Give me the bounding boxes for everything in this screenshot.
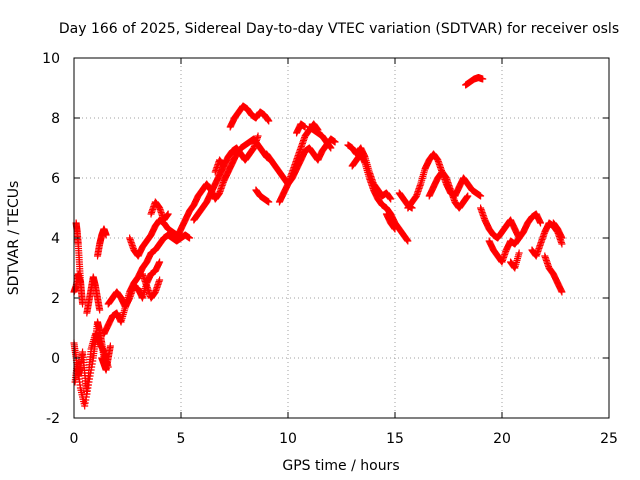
y-tick-label: -2 [46,411,60,427]
data-point [391,225,399,233]
y-axis-label: SDTVAR / TECUs [6,181,22,296]
data-point [558,234,566,242]
y-tick-label: 0 [51,351,60,367]
data-point [156,258,164,266]
data-point [464,192,472,200]
data-point [106,342,114,350]
x-tick-label: 10 [279,431,297,447]
data-point [387,195,395,203]
x-axis-label: GPS time / hours [282,458,399,474]
data-points [70,74,566,410]
data-point [479,75,487,83]
y-tick-label: 4 [51,231,60,247]
data-point [477,192,485,200]
data-point [515,249,523,257]
data-point [96,306,104,314]
data-point [327,144,335,152]
data-point [537,219,545,227]
data-point [220,162,228,170]
data-point [76,279,84,287]
x-tick-label: 5 [177,431,186,447]
x-tick-label: 15 [386,431,404,447]
data-point [265,198,273,206]
data-point [254,132,262,140]
data-point [404,237,412,245]
data-point [186,234,194,242]
x-tick-label: 20 [493,431,511,447]
chart-title: Day 166 of 2025, Sidereal Day-to-day VTE… [59,21,619,37]
grid-layer [74,58,609,418]
axis-ticks: 0 5 10 15 20 25 -2 0 2 4 6 8 10 [42,51,618,447]
data-point [164,210,172,218]
data-point [515,234,523,242]
data-point [558,240,566,248]
data-point [156,276,164,284]
y-tick-label: 10 [42,51,60,67]
data-point [79,300,87,308]
data-point [265,117,273,125]
y-tick-label: 2 [51,291,60,307]
data-point [102,231,110,239]
data-point [558,288,566,296]
x-tick-label: 0 [70,431,79,447]
y-tick-label: 8 [51,111,60,127]
x-tick-label: 25 [600,431,618,447]
y-tick-label: 6 [51,171,60,187]
data-point [331,138,339,146]
